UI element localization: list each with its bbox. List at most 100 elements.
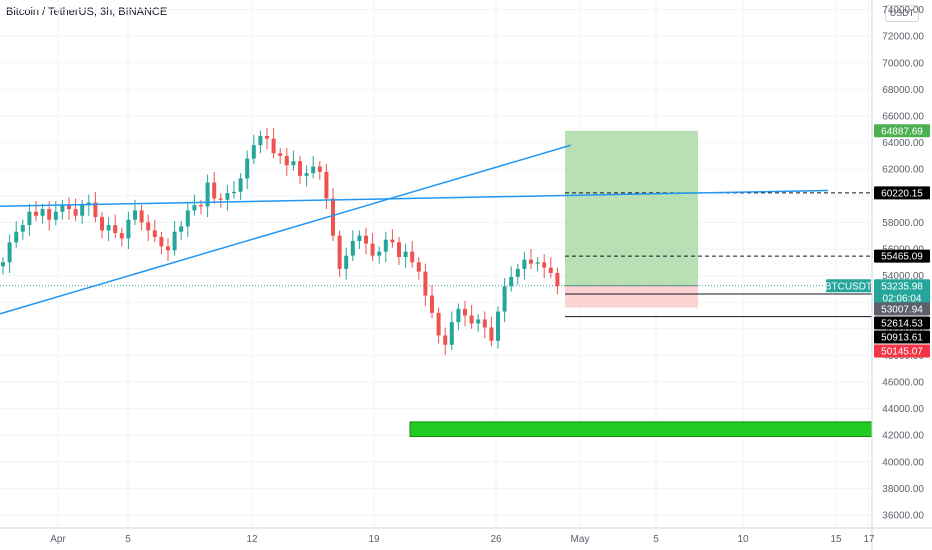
x-tick-label: 17: [863, 534, 875, 545]
candle: [251, 145, 256, 159]
y-tick-label: 64000.00: [882, 138, 924, 149]
support-zone: [409, 421, 873, 438]
x-tick-label: Apr: [50, 534, 66, 545]
x-tick-label: May: [571, 534, 590, 545]
candle: [152, 230, 157, 238]
candle: [245, 158, 250, 179]
candle: [34, 211, 38, 216]
price-axis-label-text: 52614.53: [881, 319, 923, 330]
price-axis-label-text: 60220.15: [881, 188, 923, 199]
price-axis-label: 64887.69: [874, 124, 930, 138]
candle: [139, 210, 144, 223]
x-tick-label: 5: [125, 534, 131, 545]
candle: [311, 166, 316, 174]
candle: [344, 255, 349, 269]
candle: [509, 276, 514, 287]
symbol-tag: [826, 279, 871, 293]
y-tick-label: 62000.00: [882, 165, 924, 176]
candle: [53, 211, 58, 220]
candle: [529, 259, 533, 264]
y-tick-label: 50000.00: [882, 324, 924, 335]
y-tick-label: 74000.00: [882, 5, 924, 16]
candle: [430, 295, 434, 313]
candle: [225, 193, 230, 200]
chart-title: Bitcoin / TetherUS, 3h, BINANCE: [6, 6, 168, 18]
candle: [93, 202, 98, 218]
candle: [166, 246, 170, 251]
long-position-stop-zone: [565, 285, 698, 308]
candle: [489, 327, 494, 341]
candle: [502, 286, 507, 312]
price-axis-label-text: 53007.94: [881, 305, 923, 316]
y-tick-label: 46000.00: [882, 378, 924, 389]
candle: [80, 205, 85, 216]
price-axis-label-text: 02:06:04: [883, 293, 922, 304]
candle: [60, 205, 65, 212]
price-axis-label: 55465.09: [874, 249, 930, 263]
candle: [278, 153, 283, 156]
y-tick-label: 40000.00: [882, 457, 924, 468]
candle: [86, 202, 91, 206]
candle: [350, 241, 355, 256]
candle: [317, 166, 322, 172]
candle: [1, 262, 5, 267]
candle: [463, 308, 467, 316]
candle: [496, 311, 500, 341]
price-axis-label: 52614.53: [874, 316, 930, 330]
price-axis-label-text: 53235.98: [881, 281, 923, 292]
candle: [146, 222, 151, 231]
y-tick-label: 58000.00: [882, 218, 924, 229]
candle: [548, 267, 553, 273]
candle: [179, 226, 184, 232]
price-axis-label: 53007.94: [874, 302, 930, 316]
price-axis-label-text: 64887.69: [881, 126, 923, 137]
candle: [172, 231, 177, 251]
candle: [119, 233, 124, 239]
candle: [542, 262, 547, 268]
candle: [14, 231, 19, 243]
candle: [238, 178, 243, 192]
candle: [397, 242, 401, 257]
candle: [449, 322, 454, 345]
candle: [443, 335, 448, 345]
price-axis-label: 50145.07: [874, 344, 930, 358]
candle: [20, 225, 25, 232]
candle: [515, 268, 520, 277]
candle: [416, 262, 421, 272]
candle: [73, 209, 78, 216]
candle: [377, 251, 382, 256]
candle: [133, 210, 137, 220]
candle: [27, 211, 32, 226]
price-axis-label-text: 50913.61: [881, 333, 923, 344]
x-tick-label: 12: [246, 534, 258, 545]
candle: [423, 271, 428, 296]
y-tick-label: 42000.00: [882, 431, 924, 442]
x-tick-label: 10: [737, 534, 749, 545]
candle: [403, 251, 408, 257]
price-axis-label: 53235.98: [874, 279, 930, 293]
candle: [476, 319, 481, 324]
candle: [192, 205, 197, 211]
candle: [284, 155, 289, 166]
price-axis-label: 60220.15: [874, 186, 930, 200]
currency-unit-button[interactable]: USDT: [885, 5, 919, 22]
x-tick-label: 26: [490, 534, 502, 545]
candle: [357, 235, 362, 242]
candle: [40, 209, 45, 216]
candle: [185, 210, 190, 227]
x-tick-label: 19: [368, 534, 380, 545]
trendline: [0, 144, 571, 315]
candle: [106, 225, 111, 231]
candle: [100, 217, 104, 231]
trendline: [0, 189, 829, 207]
candle: [67, 205, 71, 210]
price-axis-label: 02:06:04: [874, 291, 930, 305]
price-axis-label: 50913.61: [874, 330, 930, 344]
candle: [291, 161, 296, 166]
candle: [324, 171, 329, 199]
candle: [364, 235, 368, 244]
y-tick-label: 44000.00: [882, 404, 924, 415]
candle: [126, 219, 131, 239]
candle: [482, 319, 487, 328]
